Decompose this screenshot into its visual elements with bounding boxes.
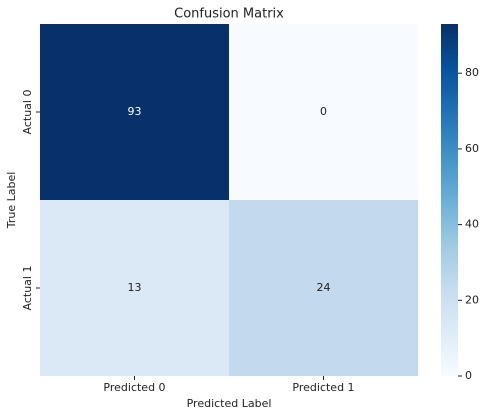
y-tick-label: Actual 1 <box>21 266 34 311</box>
colorbar-tick-label: 60 <box>465 142 479 155</box>
colorbar-tick-label: 40 <box>465 218 479 231</box>
x-axis-label: Predicted Label <box>187 397 272 410</box>
x-tick-label: Predicted 1 <box>292 381 354 394</box>
x-tick-label: Predicted 0 <box>103 381 165 394</box>
y-axis-label: True Label <box>5 172 18 230</box>
cell-label: 13 <box>128 281 142 294</box>
cell-label: 93 <box>128 105 142 118</box>
y-tick-label: Actual 0 <box>21 90 34 135</box>
heatmap-cell <box>229 24 418 200</box>
colorbar-tick-label: 20 <box>465 293 479 306</box>
colorbar-tick-label: 0 <box>465 369 472 382</box>
colorbar-tick-label: 80 <box>465 66 479 79</box>
cell-label: 0 <box>320 105 327 118</box>
chart-title: Confusion Matrix <box>174 7 284 22</box>
colorbar <box>441 24 458 376</box>
heatmap-cell <box>229 200 418 376</box>
cell-label: 24 <box>317 281 331 294</box>
heatmap-cell <box>40 200 229 376</box>
heatmap-cell <box>40 24 229 200</box>
